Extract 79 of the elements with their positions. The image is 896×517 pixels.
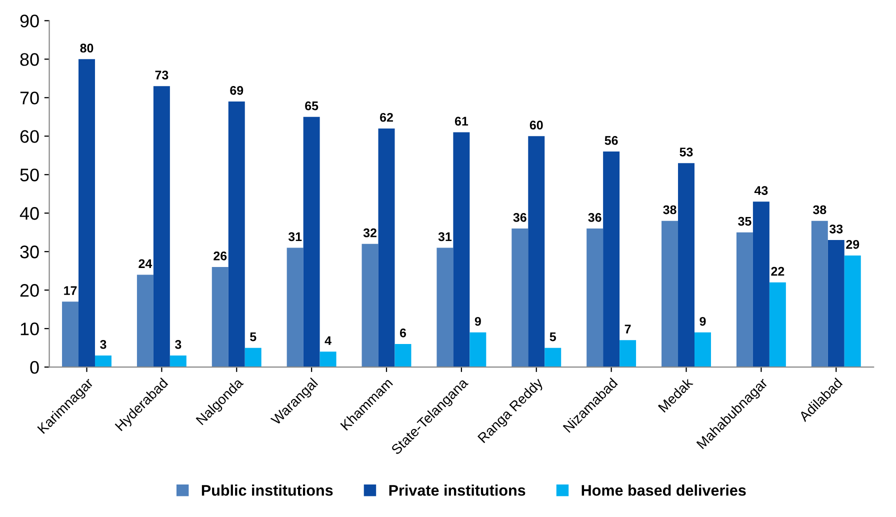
data-label: 69 bbox=[230, 86, 244, 95]
data-label: 56 bbox=[604, 136, 618, 145]
data-label: 9 bbox=[474, 316, 481, 326]
data-label: 60 bbox=[530, 120, 543, 130]
data-label: 26 bbox=[214, 252, 227, 260]
data-label: 31 bbox=[288, 232, 302, 242]
bar bbox=[436, 248, 454, 368]
legend-label: Public institutions bbox=[202, 484, 333, 496]
data-label: 62 bbox=[380, 112, 393, 122]
bar bbox=[62, 302, 79, 368]
data-label: 5 bbox=[550, 332, 556, 342]
bar bbox=[78, 59, 95, 368]
data-label: 36 bbox=[513, 213, 526, 222]
data-label: 29 bbox=[846, 240, 860, 249]
data-label: 6 bbox=[400, 328, 406, 338]
y-tick-label: 20 bbox=[20, 284, 39, 297]
data-label: 80 bbox=[80, 44, 94, 53]
data-label: 31 bbox=[438, 232, 452, 242]
data-label: 22 bbox=[771, 266, 784, 276]
y-tick-label: 40 bbox=[20, 207, 39, 220]
data-label: 5 bbox=[250, 332, 256, 342]
data-label: 7 bbox=[624, 324, 631, 334]
y-tick-label: 30 bbox=[20, 246, 39, 258]
data-label: 38 bbox=[663, 205, 676, 214]
data-label: 3 bbox=[100, 340, 106, 349]
bar bbox=[769, 282, 786, 368]
data-label: 24 bbox=[138, 259, 152, 268]
data-label: 61 bbox=[454, 116, 468, 126]
bar bbox=[320, 352, 336, 368]
data-label: 43 bbox=[754, 186, 768, 195]
data-label: 38 bbox=[812, 205, 826, 214]
bar bbox=[736, 232, 753, 368]
y-tick-label: 50 bbox=[20, 168, 39, 182]
data-label: 65 bbox=[305, 101, 318, 110]
bar bbox=[678, 163, 694, 368]
data-label: 3 bbox=[174, 340, 182, 349]
legend-label: Home based deliveries bbox=[582, 484, 746, 496]
bar bbox=[362, 244, 378, 368]
data-label: 33 bbox=[829, 224, 843, 234]
data-label: 53 bbox=[680, 148, 693, 156]
bar bbox=[811, 220, 828, 368]
bar bbox=[378, 128, 395, 368]
bar bbox=[586, 228, 604, 368]
bar bbox=[244, 348, 262, 368]
y-tick-label: 90 bbox=[20, 14, 39, 28]
bar bbox=[544, 348, 562, 368]
bar bbox=[153, 86, 170, 368]
bar bbox=[470, 332, 486, 368]
bar bbox=[694, 332, 711, 368]
data-label: 35 bbox=[738, 216, 752, 226]
bar bbox=[603, 152, 620, 368]
y-tick-label: 70 bbox=[20, 92, 39, 104]
bar bbox=[228, 102, 245, 368]
bar bbox=[662, 220, 678, 368]
data-label: 17 bbox=[64, 286, 77, 295]
bar bbox=[620, 340, 636, 368]
bar bbox=[828, 240, 844, 368]
bar bbox=[212, 267, 228, 368]
bar bbox=[394, 344, 412, 368]
bar bbox=[170, 356, 186, 368]
data-label: 73 bbox=[155, 70, 168, 80]
y-tick-label: 80 bbox=[20, 53, 39, 66]
bar bbox=[136, 274, 154, 368]
data-label: 4 bbox=[324, 336, 332, 345]
bar bbox=[303, 116, 320, 368]
y-tick-label: 60 bbox=[20, 130, 39, 143]
data-label: 9 bbox=[700, 316, 706, 326]
data-label: 36 bbox=[588, 213, 602, 222]
bar bbox=[286, 248, 304, 368]
y-tick-label: 0 bbox=[30, 361, 39, 374]
legend-label: Private institutions bbox=[389, 484, 526, 496]
bar bbox=[528, 136, 545, 368]
bar bbox=[844, 255, 861, 368]
bar bbox=[752, 202, 770, 368]
bar bbox=[94, 356, 112, 368]
y-tick-label: 10 bbox=[20, 322, 39, 336]
bar bbox=[512, 228, 528, 368]
data-label: 32 bbox=[363, 228, 376, 238]
bar bbox=[453, 132, 470, 368]
